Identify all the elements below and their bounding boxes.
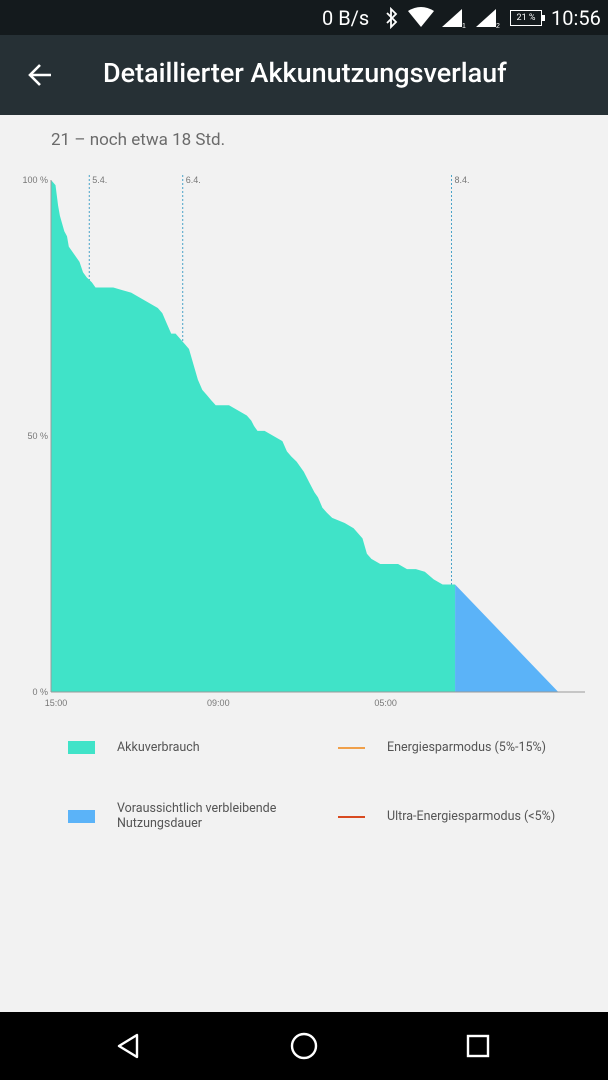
legend-battery-usage: Akkuverbrauch xyxy=(68,740,200,755)
legend-remaining-estimate: Voraussichtlich verbleibende Nutzungsdau… xyxy=(68,801,276,831)
battery-usage-chart: 5.4. 6.4. 8.4. 100 % 50 % 0 %15:00 09:00 05:00 xyxy=(22,175,585,708)
y-tick-label: 50 % xyxy=(27,431,48,441)
remaining-estimate-area xyxy=(455,584,559,692)
home-circle-icon xyxy=(290,1032,318,1060)
recents-square-icon xyxy=(466,1034,490,1058)
clock: 10:56 xyxy=(551,5,601,30)
app-bar: Detaillierter Akkunutzungsverlauf xyxy=(0,35,608,115)
x-tick-label: 05:00 xyxy=(374,698,397,708)
legend-power-saving: Energiesparmodus (5%-15%) xyxy=(338,740,546,755)
wifi-icon xyxy=(407,0,435,35)
back-button[interactable] xyxy=(20,55,60,95)
nav-home-button[interactable] xyxy=(284,1026,324,1066)
navigation-bar xyxy=(0,1012,608,1080)
page-title: Detaillierter Akkunutzungsverlauf xyxy=(103,57,507,89)
legend-line-red xyxy=(338,815,365,818)
bluetooth-icon xyxy=(385,0,399,35)
status-bar: 0 B/s 1 2 21 % 10:56 xyxy=(0,0,608,35)
day-marker-label: 8.4. xyxy=(455,175,470,185)
nav-back-button[interactable] xyxy=(109,1026,149,1066)
svg-text:1: 1 xyxy=(462,23,466,29)
legend-swatch-blue xyxy=(68,809,95,823)
legend-ultra-power-saving: Ultra-Energiesparmodus (<5%) xyxy=(338,809,555,824)
y-tick-label: 0 % xyxy=(32,687,48,697)
battery-used-area xyxy=(51,180,456,692)
legend-swatch-teal xyxy=(68,741,95,754)
signal-2-icon: 2 xyxy=(474,0,502,35)
x-tick-label: 09:00 xyxy=(207,698,230,708)
battery-summary: 21 – noch etwa 18 Std. xyxy=(51,130,226,150)
nav-recents-button[interactable] xyxy=(458,1026,498,1066)
signal-1-icon: 1 xyxy=(440,0,466,35)
battery-percent: 21 % xyxy=(516,12,536,23)
x-tick-label: 15:00 xyxy=(45,698,68,708)
svg-text:2: 2 xyxy=(496,23,500,29)
legend-line-orange xyxy=(338,746,365,749)
day-marker-label: 6.4. xyxy=(186,175,201,185)
back-triangle-icon xyxy=(117,1033,139,1059)
battery-icon: 21 % xyxy=(510,0,545,35)
network-speed: 0 B/s xyxy=(322,5,370,30)
day-marker-label: 5.4. xyxy=(92,175,107,185)
y-tick-label: 100 % xyxy=(22,175,48,185)
arrow-back-icon xyxy=(28,64,51,86)
